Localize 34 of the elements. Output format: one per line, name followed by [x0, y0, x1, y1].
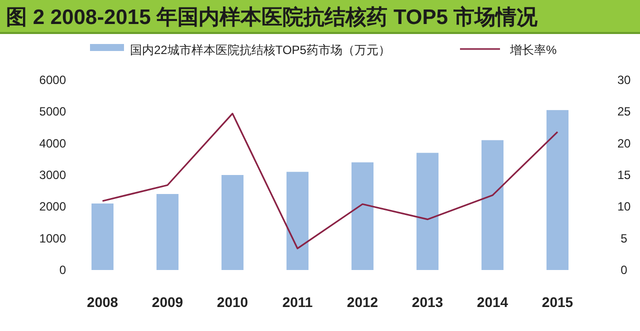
y-tick-label: 3000 — [39, 168, 66, 182]
y-tick-label: 6000 — [39, 73, 66, 87]
y2-tick-label: 30 — [617, 73, 631, 87]
x-tick-label: 2013 — [412, 294, 444, 310]
y-tick-label: 4000 — [39, 136, 66, 150]
bar — [92, 204, 114, 270]
y2-tick-label: 0 — [620, 263, 628, 277]
y-tick-label: 5000 — [39, 104, 66, 119]
bar — [546, 110, 568, 270]
y2-tick-label: 20 — [617, 136, 631, 150]
y-tick-label: 0 — [59, 263, 66, 277]
x-tick-label: 2008 — [86, 294, 118, 310]
x-tick-label: 2010 — [216, 294, 248, 310]
chart-title: 图 2 2008-2015 年国内样本医院抗结核药 TOP5 市场情况 — [6, 5, 539, 29]
x-tick-label: 2009 — [152, 294, 184, 310]
bar — [352, 162, 374, 270]
x-tick-label: 2014 — [476, 294, 508, 310]
bar — [286, 172, 308, 270]
x-tick-label: 2011 — [282, 294, 313, 310]
bar — [156, 194, 178, 270]
bar — [222, 175, 244, 270]
line-series — [102, 112, 558, 250]
y2-tick-label: 15 — [617, 168, 631, 182]
legend-label: 国内22城市样本医院抗结核TOP5药市场（万元） — [130, 43, 390, 57]
x-tick-label: 2012 — [346, 294, 378, 310]
x-tick-label: 2015 — [542, 294, 574, 310]
y2-tick-label: 10 — [617, 200, 631, 214]
y-tick-label: 1000 — [39, 231, 66, 246]
y2-tick-label: 25 — [617, 104, 631, 119]
legend-label: 增长率% — [509, 43, 557, 57]
bar — [482, 140, 504, 270]
bar — [416, 152, 438, 270]
y2-tick-label: 5 — [620, 231, 628, 246]
y-tick-label: 2000 — [39, 200, 66, 214]
